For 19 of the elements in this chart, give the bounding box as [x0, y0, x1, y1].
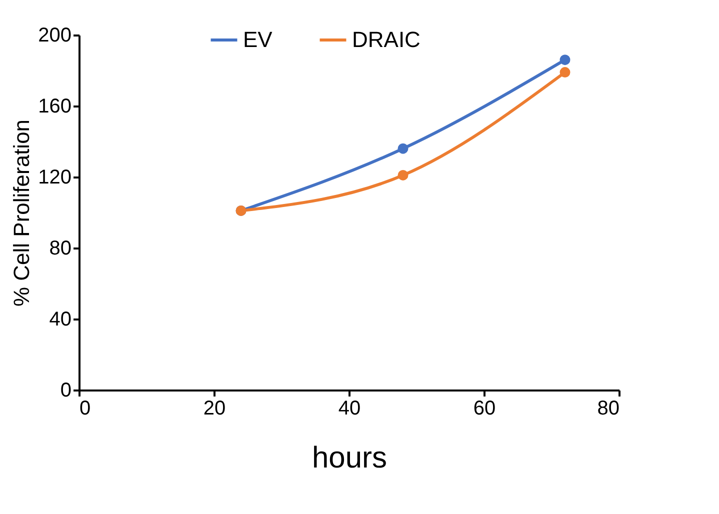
x-tick-label: 80	[597, 398, 620, 420]
y-tick-label: 120	[38, 166, 72, 188]
y-tick-label: 0	[60, 380, 72, 402]
point	[560, 54, 570, 66]
y-tick-label: 40	[49, 308, 72, 330]
x-tick-label: 60	[473, 398, 496, 420]
point	[398, 170, 408, 180]
legend-label: EV	[243, 27, 273, 52]
y-tick-label: 200	[38, 24, 72, 46]
y-tick-label: 80	[49, 238, 72, 260]
x-tick-label: 40	[338, 398, 361, 420]
x-tick-label: 20	[203, 398, 226, 420]
y-tick-label: 160	[38, 96, 72, 118]
point	[398, 143, 408, 154]
x-tick-label: 0	[80, 398, 91, 420]
legend-label: DRAIC	[352, 27, 421, 52]
point	[560, 67, 570, 78]
x-axis-title: hours	[312, 442, 388, 474]
y-axis-title: % Cell Proliferation	[9, 119, 34, 307]
